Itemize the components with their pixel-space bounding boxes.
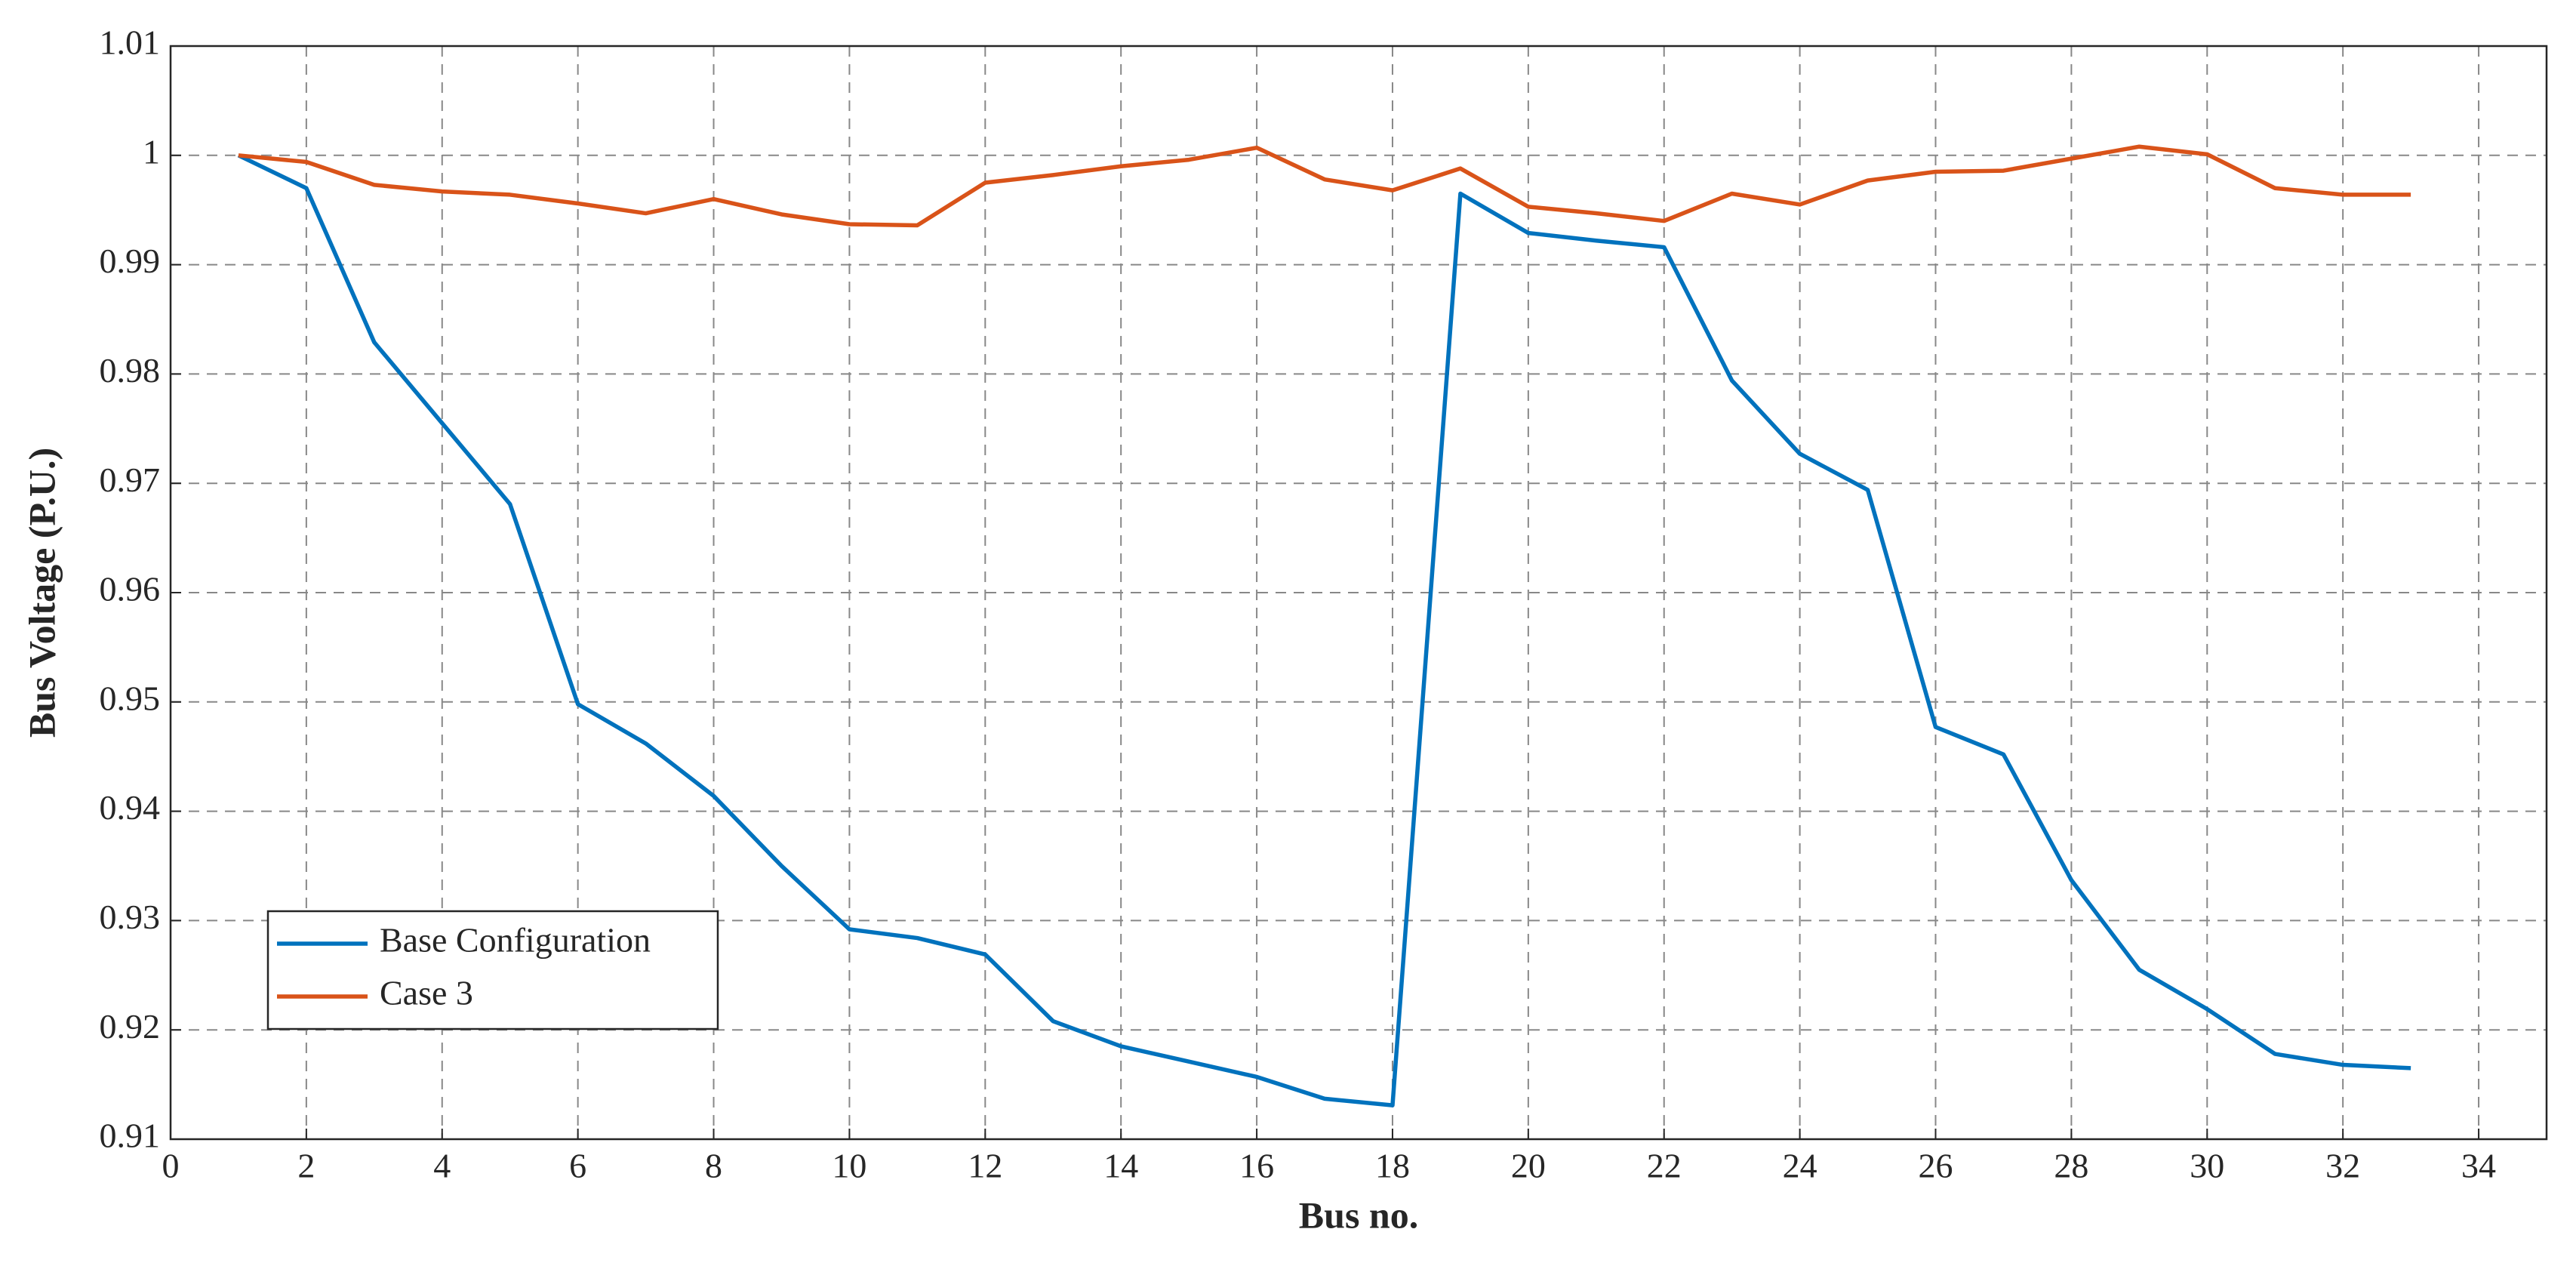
x-tick-label: 26 (1919, 1147, 1953, 1185)
legend-label: Case 3 (380, 974, 473, 1012)
legend-label: Base Configuration (380, 921, 651, 960)
y-tick-label: 0.97 (100, 461, 161, 499)
y-tick-label: 1 (143, 132, 160, 171)
x-tick-label: 24 (1783, 1147, 1817, 1185)
y-tick-label: 0.91 (100, 1117, 161, 1155)
x-tick-label: 16 (1239, 1147, 1274, 1185)
series-line (237, 153, 2411, 1107)
x-tick-label: 30 (2190, 1147, 2224, 1185)
y-tick-label: 0.99 (100, 242, 161, 280)
axes-box (169, 45, 2548, 1141)
y-tick-label: 0.94 (100, 788, 161, 827)
x-tick-label: 0 (162, 1147, 180, 1185)
legend-box (266, 910, 719, 1030)
x-tick-label: 34 (2461, 1147, 2496, 1185)
y-tick-label: 0.95 (100, 679, 161, 717)
y-axis-label: Bus Voltage (P.U.) (20, 448, 63, 738)
x-tick-label: 32 (2325, 1147, 2360, 1185)
y-tick-label: 0.93 (100, 898, 161, 936)
x-tick-label: 12 (968, 1147, 1002, 1185)
x-tick-label: 4 (433, 1147, 451, 1185)
x-tick-label: 10 (832, 1147, 866, 1185)
x-tick-label: 14 (1103, 1147, 1138, 1185)
y-tick-label: 0.92 (100, 1007, 161, 1046)
x-tick-label: 8 (705, 1147, 722, 1185)
x-tick-label: 18 (1375, 1147, 1410, 1185)
x-axis-label: Bus no. (1299, 1194, 1418, 1236)
x-tick-label: 22 (1647, 1147, 1682, 1185)
y-tick-label: 0.98 (100, 351, 161, 390)
x-tick-label: 28 (2054, 1147, 2088, 1185)
series-line (238, 144, 2411, 228)
x-tick-label: 6 (569, 1147, 586, 1185)
y-tick-label: 0.96 (100, 570, 161, 608)
y-tick-label: 1.01 (100, 23, 161, 62)
x-tick-label: 2 (297, 1147, 315, 1185)
x-tick-label: 20 (1511, 1147, 1546, 1185)
